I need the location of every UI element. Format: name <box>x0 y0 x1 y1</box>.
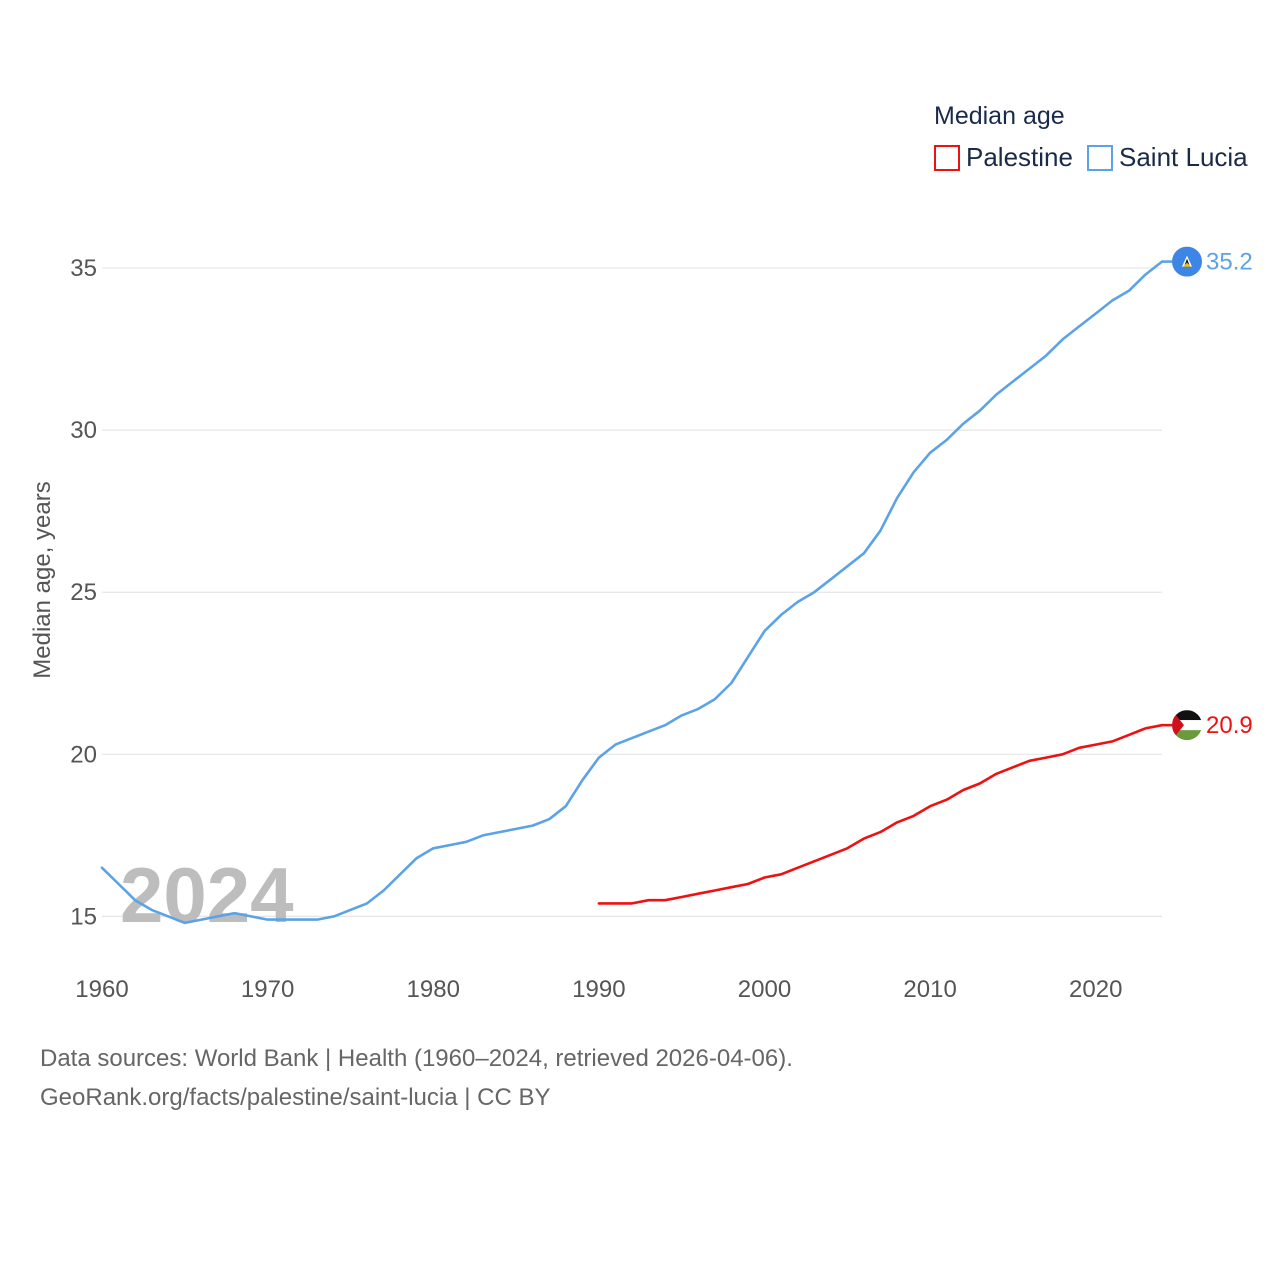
y-tick-label: 15 <box>70 903 97 930</box>
saint-lucia-flag-icon <box>1172 246 1202 277</box>
y-tick-label: 25 <box>70 579 97 606</box>
x-tick-label: 2000 <box>738 976 791 1003</box>
end-value-label-saint-lucia: 35.2 <box>1206 249 1253 276</box>
y-axis-label: Median age, years <box>29 481 56 678</box>
series-end-markers: 20.9 35.2 <box>1162 246 1253 741</box>
x-tick-label: 1960 <box>75 976 128 1003</box>
legend-swatch-palestine <box>934 145 960 171</box>
y-axis: 15 20 25 30 35 <box>70 255 97 930</box>
legend-label-palestine: Palestine <box>966 142 1073 172</box>
x-tick-label: 1980 <box>407 976 460 1003</box>
legend: Median age Palestine Saint Lucia <box>934 102 1248 172</box>
legend-swatch-saint-lucia <box>1087 145 1113 171</box>
end-value-label-palestine: 20.9 <box>1206 712 1253 739</box>
legend-title: Median age <box>934 102 1065 130</box>
palestine-flag-icon <box>1172 710 1202 741</box>
y-tick-label: 20 <box>70 741 97 768</box>
legend-label-saint-lucia: Saint Lucia <box>1119 142 1248 172</box>
legend-item-saint-lucia[interactable]: Saint Lucia <box>1087 142 1248 172</box>
series-line-palestine[interactable] <box>597 723 1164 905</box>
source-url[interactable]: GeoRank.org/facts/palestine/saint-lucia … <box>40 1084 551 1111</box>
y-tick-label: 35 <box>70 255 97 282</box>
year-watermark: 2024 <box>120 851 294 939</box>
x-tick-label: 1970 <box>241 976 294 1003</box>
x-tick-label: 1990 <box>572 976 625 1003</box>
legend-item-palestine[interactable]: Palestine <box>934 142 1073 172</box>
series-line-saint-lucia[interactable] <box>100 260 1164 925</box>
gridlines <box>102 267 1162 918</box>
x-axis: 1960 1970 1980 1990 2000 2010 2020 <box>75 976 1122 1003</box>
x-tick-label: 2020 <box>1069 976 1122 1003</box>
data-source-note: Data sources: World Bank | Health (1960–… <box>40 1045 793 1072</box>
y-tick-label: 30 <box>70 417 97 444</box>
series-lines <box>100 260 1164 925</box>
x-tick-label: 2010 <box>903 976 956 1003</box>
